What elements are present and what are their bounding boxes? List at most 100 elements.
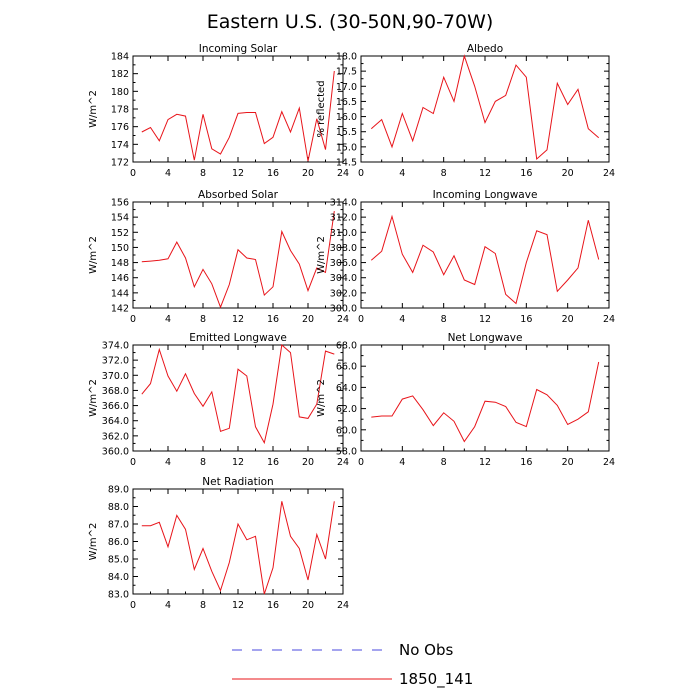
y-tick-label: 15.0 xyxy=(336,142,357,153)
y-tick-label: 360.0 xyxy=(102,447,129,458)
panel-1: Incoming Solar 0 4 8 12 16 20 24 172 174 176 178 180… xyxy=(88,43,349,179)
x-tick-label: 20 xyxy=(562,168,574,179)
x-tick-label: 24 xyxy=(603,314,615,325)
y-tick-label: 85.0 xyxy=(108,555,129,566)
x-tick-label: 4 xyxy=(165,600,171,611)
y-tick-label: 154 xyxy=(111,213,129,224)
y-axis-label: W/m^2 xyxy=(88,90,99,128)
x-tick-label: 8 xyxy=(200,168,206,179)
panel-5: Emitted Longwave 0 4 8 12 16 20 24 360.0 362.0 364… xyxy=(88,332,349,468)
series-line-1850_141 xyxy=(141,211,335,309)
y-tick-label: 86.0 xyxy=(108,537,129,548)
y-tick-label: 66.0 xyxy=(336,362,357,373)
y-tick-label: 84.0 xyxy=(108,572,129,583)
x-tick-label: 16 xyxy=(267,600,279,611)
x-tick-label: 0 xyxy=(130,314,136,325)
x-tick-label: 0 xyxy=(130,168,136,179)
y-tick-label: 89.0 xyxy=(108,485,129,496)
legend-label-1: No Obs xyxy=(399,641,453,659)
x-tick-label: 20 xyxy=(302,600,314,611)
x-tick-label: 0 xyxy=(130,457,136,468)
y-tick-label: 16.0 xyxy=(336,112,357,123)
y-tick-label: 300.0 xyxy=(330,304,357,315)
series-line-1850_141 xyxy=(141,70,335,162)
panel-title: Incoming Solar xyxy=(199,43,278,55)
x-tick-label: 12 xyxy=(232,600,244,611)
y-tick-label: 370.0 xyxy=(102,371,129,382)
x-tick-label: 16 xyxy=(267,314,279,325)
y-tick-label: 368.0 xyxy=(102,386,129,397)
y-tick-label: 374.0 xyxy=(102,341,129,352)
y-tick-label: 172 xyxy=(111,158,129,169)
y-tick-label: 68.0 xyxy=(336,341,357,352)
y-tick-label: 310.0 xyxy=(330,228,357,239)
x-tick-label: 0 xyxy=(358,314,364,325)
y-tick-label: 312.0 xyxy=(330,213,357,224)
x-tick-label: 24 xyxy=(337,457,349,468)
y-tick-label: 16.5 xyxy=(336,97,357,108)
x-tick-label: 24 xyxy=(603,457,615,468)
x-tick-label: 4 xyxy=(165,168,171,179)
x-tick-label: 12 xyxy=(479,457,491,468)
legend-label-2: 1850_141 xyxy=(399,670,473,689)
x-tick-label: 16 xyxy=(267,457,279,468)
x-tick-label: 20 xyxy=(562,314,574,325)
y-tick-label: 364.0 xyxy=(102,416,129,427)
x-tick-label: 0 xyxy=(358,168,364,179)
x-tick-label: 4 xyxy=(399,314,405,325)
y-tick-label: 142 xyxy=(111,304,129,315)
y-tick-label: 308.0 xyxy=(330,243,357,254)
plot-frame xyxy=(132,344,344,452)
y-tick-label: 144 xyxy=(111,288,129,299)
y-tick-label: 87.0 xyxy=(108,520,129,531)
x-tick-label: 20 xyxy=(302,314,314,325)
panel-title: Incoming Longwave xyxy=(433,189,538,201)
y-axis-label: % reflected xyxy=(316,80,327,137)
y-tick-label: 152 xyxy=(111,228,129,239)
y-tick-label: 150 xyxy=(111,243,129,254)
panels: Incoming Solar 0 4 8 12 16 20 24 172 174 176 178 180… xyxy=(88,43,615,611)
y-axis-label: W/m^2 xyxy=(316,379,327,417)
y-tick-label: 362.0 xyxy=(102,431,129,442)
y-axis-label: W/m^2 xyxy=(88,236,99,274)
x-tick-label: 0 xyxy=(358,457,364,468)
y-tick-label: 58.0 xyxy=(336,447,357,458)
y-axis-label: W/m^2 xyxy=(88,523,99,561)
y-tick-label: 18.0 xyxy=(336,52,357,63)
panel-title: Absorbed Solar xyxy=(198,189,279,201)
series-line-1850_141 xyxy=(370,54,600,161)
y-tick-label: 306.0 xyxy=(330,258,357,269)
y-axis-label: W/m^2 xyxy=(88,379,99,417)
x-tick-label: 16 xyxy=(520,168,532,179)
x-tick-label: 4 xyxy=(399,168,405,179)
x-tick-label: 12 xyxy=(479,314,491,325)
panel-title: Net Radiation xyxy=(202,476,273,488)
panel-title: Albedo xyxy=(467,43,503,55)
series-line-1850_141 xyxy=(370,214,600,305)
series-line-1850_141 xyxy=(141,501,335,595)
x-tick-label: 8 xyxy=(200,600,206,611)
x-tick-label: 12 xyxy=(232,314,244,325)
x-tick-label: 16 xyxy=(520,314,532,325)
x-tick-label: 24 xyxy=(337,168,349,179)
x-tick-label: 0 xyxy=(130,600,136,611)
y-tick-label: 176 xyxy=(111,122,129,133)
x-tick-label: 4 xyxy=(165,314,171,325)
x-tick-label: 20 xyxy=(302,457,314,468)
y-tick-label: 156 xyxy=(111,198,129,209)
panel-3: Absorbed Solar 0 4 8 12 16 20 24 142 144 146 148 150… xyxy=(88,189,349,325)
y-tick-label: 64.0 xyxy=(336,383,357,394)
x-tick-label: 20 xyxy=(302,168,314,179)
x-tick-label: 16 xyxy=(520,457,532,468)
y-tick-label: 178 xyxy=(111,105,129,116)
series-line-1850_141 xyxy=(141,344,335,445)
panel-title: Net Longwave xyxy=(448,332,523,344)
x-tick-label: 8 xyxy=(200,314,206,325)
y-tick-label: 180 xyxy=(111,87,129,98)
x-tick-label: 12 xyxy=(232,457,244,468)
x-tick-label: 4 xyxy=(399,457,405,468)
x-tick-label: 8 xyxy=(441,168,447,179)
